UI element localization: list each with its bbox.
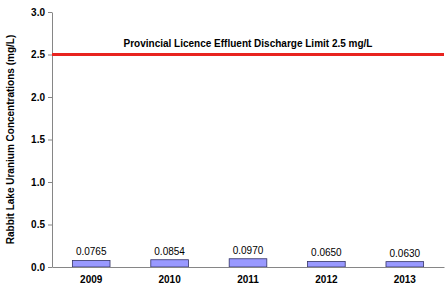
y-tick-mark [48,182,52,183]
data-label: 0.0650 [311,247,342,258]
data-labels: 0.0765 0.0854 0.0970 0.0650 0.0630 [76,245,421,259]
y-axis: 0.0 0.5 1.0 1.5 2.0 2.5 3.0 [31,7,52,273]
y-tick-label: 0.5 [31,219,45,230]
x-axis: 2009 2010 2011 2012 2013 [53,267,445,285]
data-label: 0.0765 [76,246,107,257]
limit-label: Provincial Licence Effluent Discharge Li… [124,38,373,49]
y-tick: 3.0 [31,7,52,18]
y-tick: 1.5 [31,134,52,145]
x-tick: 2009 [80,267,103,285]
chart: 0.0 0.5 1.0 1.5 2.0 2.5 3.0 2009 2010 2011 2012 201… [0,0,448,301]
y-tick-label: 2.5 [31,49,45,60]
x-tick-label: 2011 [237,274,259,285]
y-tick-label: 0.0 [31,262,45,273]
bar [308,261,346,267]
x-tick-label: 2013 [394,274,417,285]
data-label: 0.0970 [233,245,264,256]
x-tick: 2010 [158,267,181,285]
y-tick-mark [48,267,52,268]
bar [72,260,110,267]
bar [151,260,189,267]
y-tick: 1.0 [31,177,52,188]
x-tick: 2013 [394,267,417,285]
x-tick-label: 2012 [315,274,338,285]
y-tick-mark [48,225,52,226]
y-tick: 2.5 [31,49,52,60]
bar [386,262,424,267]
y-tick-mark [48,140,52,141]
bar [229,259,267,267]
y-tick: 0.0 [31,262,52,273]
y-tick-label: 1.5 [31,134,45,145]
data-label: 0.0630 [390,248,421,259]
y-tick-label: 1.0 [31,177,45,188]
y-tick-label: 2.0 [31,92,45,103]
x-tick-label: 2010 [158,274,181,285]
plot: 0.0 0.5 1.0 1.5 2.0 2.5 3.0 2009 2010 2011 2012 201… [31,7,444,285]
y-tick-mark [48,12,52,13]
x-axis-line [53,267,445,268]
y-tick-mark [48,97,52,98]
y-tick-label: 3.0 [31,7,45,18]
x-tick: 2011 [237,267,259,285]
y-tick: 2.0 [31,92,52,103]
data-label: 0.0854 [154,246,185,257]
y-tick-mark [48,55,52,56]
marks [52,55,444,268]
y-axis-title: Rabbit Lake Uranium Concentrations (mg/L… [5,35,16,244]
limit-line [52,53,444,56]
y-tick: 0.5 [31,219,52,230]
x-tick: 2012 [315,267,338,285]
x-tick-label: 2009 [80,274,103,285]
y-axis-line [52,13,53,268]
